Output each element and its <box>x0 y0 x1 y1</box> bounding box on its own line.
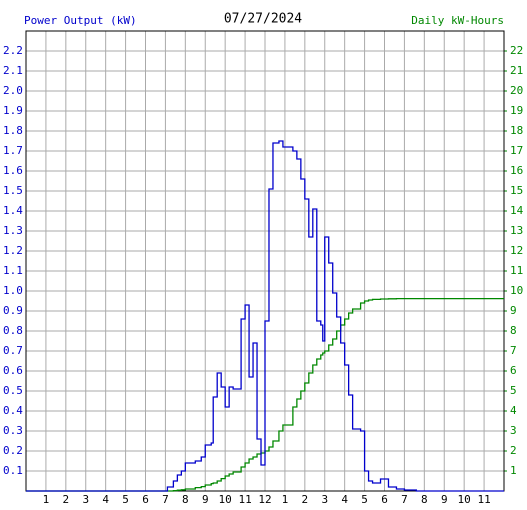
y2-tick-label: 6 <box>510 364 517 377</box>
y-tick-label: 1.3 <box>3 224 23 237</box>
series-line <box>26 297 504 492</box>
x-tick-label: 2 <box>302 493 309 506</box>
chart-title: 07/27/2024 <box>224 12 302 27</box>
y2-tick-label: 4 <box>510 404 517 417</box>
x-tick-label: 7 <box>162 493 169 506</box>
y-tick-label: 1.6 <box>3 164 23 177</box>
x-tick-label: 11 <box>238 493 251 506</box>
x-tick-label: 1 <box>282 493 289 506</box>
y2-axis-label: Daily kW-Hours <box>411 14 504 27</box>
y2-tick-label: 10 <box>510 284 523 297</box>
x-tick-label: 3 <box>321 493 328 506</box>
y-tick-label: 1.4 <box>3 204 23 217</box>
x-tick-label: 7 <box>401 493 408 506</box>
y-tick-label: 2.1 <box>3 64 23 77</box>
y-tick-label: 2.0 <box>3 84 23 97</box>
y-tick-label: 0.4 <box>3 404 23 417</box>
y-tick-label: 1.0 <box>3 284 23 297</box>
x-tick-label: 10 <box>219 493 232 506</box>
y-tick-label: 2.2 <box>3 44 23 57</box>
x-tick-label: 9 <box>202 493 209 506</box>
y2-tick-label: 3 <box>510 424 517 437</box>
x-tick-label: 4 <box>102 493 109 506</box>
y2-tick-label: 17 <box>510 144 523 157</box>
y2-tick-label: 1 <box>510 464 517 477</box>
y2-tick-label: 19 <box>510 104 523 117</box>
plot-frame <box>25 30 505 492</box>
y2-tick-label: 14 <box>510 204 524 217</box>
y2-tick-label: 9 <box>510 304 517 317</box>
x-tick-label: 2 <box>63 493 70 506</box>
y2-tick-label: 13 <box>510 224 523 237</box>
y-tick-label: 1.2 <box>3 244 23 257</box>
y-tick-label: 0.6 <box>3 364 23 377</box>
y2-tick-label: 20 <box>510 84 523 97</box>
y2-tick-label: 15 <box>510 184 523 197</box>
x-tick-label: 1 <box>43 493 50 506</box>
x-tick-label: 3 <box>82 493 89 506</box>
x-tick-label: 10 <box>458 493 471 506</box>
y-tick-label: 1.7 <box>3 144 23 157</box>
x-tick-label: 5 <box>122 493 129 506</box>
y-tick-label: 0.9 <box>3 304 23 317</box>
y-axis-label: Power Output (kW) <box>24 14 137 27</box>
y-tick-label: 0.7 <box>3 344 23 357</box>
y-tick-label: 0.2 <box>3 444 23 457</box>
y-tick-label: 0.3 <box>3 424 23 437</box>
y2-tick-label: 12 <box>510 244 523 257</box>
y-tick-label: 0.8 <box>3 324 23 337</box>
x-tick-label: 6 <box>142 493 149 506</box>
y-tick-label: 1.5 <box>3 184 23 197</box>
y2-tick-label: 18 <box>510 124 523 137</box>
x-tick-label: 5 <box>361 493 368 506</box>
y-tick-label: 0.1 <box>3 464 23 477</box>
x-tick-label: 11 <box>477 493 490 506</box>
x-tick-label: 4 <box>341 493 348 506</box>
x-tick-label: 9 <box>441 493 448 506</box>
y2-tick-label: 22 <box>510 44 523 57</box>
x-tick-label: 8 <box>421 493 428 506</box>
y2-tick-label: 7 <box>510 344 517 357</box>
x-tick-label: 8 <box>182 493 189 506</box>
y2-tick-label: 5 <box>510 384 517 397</box>
y-tick-label: 1.1 <box>3 264 23 277</box>
y-tick-label: 1.9 <box>3 104 23 117</box>
y2-tick-label: 11 <box>510 264 523 277</box>
series-line <box>26 140 504 492</box>
x-tick-label: 6 <box>381 493 388 506</box>
y-tick-label: 0.5 <box>3 384 23 397</box>
y2-tick-label: 8 <box>510 324 517 337</box>
y-tick-label: 1.8 <box>3 124 23 137</box>
x-tick-label: 12 <box>258 493 271 506</box>
y2-tick-label: 16 <box>510 164 523 177</box>
y2-tick-label: 21 <box>510 64 523 77</box>
y2-tick-label: 2 <box>510 444 517 457</box>
